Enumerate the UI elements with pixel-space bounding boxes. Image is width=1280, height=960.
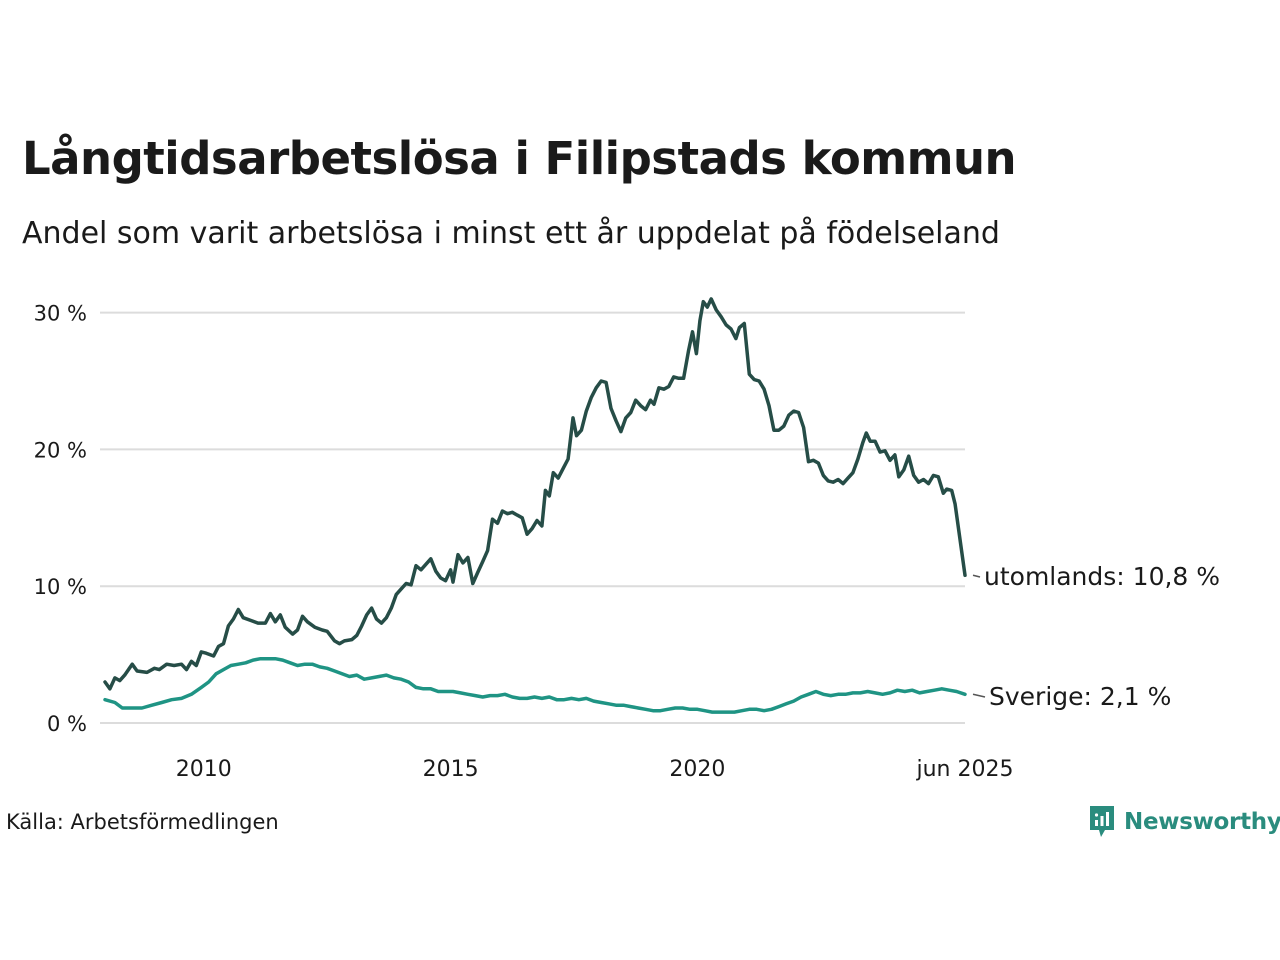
x-tick-label: jun 2025 [916,757,1014,782]
end-label-connector [972,693,986,698]
chart-title: Långtidsarbetslösa i Filipstads kommun [22,132,1017,185]
end-label-sverige: Sverige: 2,1 % [989,682,1171,711]
source-note: Källa: Arbetsförmedlingen [6,810,279,834]
y-tick-label: 30 % [34,302,87,326]
grid-lines [100,311,965,724]
brand-name: Newsworthy [1124,809,1280,835]
x-tick-label: 2020 [669,757,725,782]
x-tick-label: 2010 [176,757,232,782]
end-labels: utomlands: 10,8 % Sverige: 2,1 % [972,562,1220,711]
y-axis: 0 % 10 % 20 % 30 % [34,302,87,736]
y-tick-label: 10 % [34,575,87,599]
series-lines [103,297,967,714]
brand-logo: Newsworthy [1088,804,1280,840]
chart-subtitle: Andel som varit arbetslösa i minst ett å… [22,216,1000,251]
y-tick-label: 0 % [47,712,87,736]
y-tick-label: 20 % [34,438,87,462]
newsworthy-logo-icon [1090,806,1114,837]
series-line-utomlands [103,297,967,691]
end-label-connector [972,574,981,578]
series-line-sverige [103,656,967,714]
x-axis: 2010 2015 2020 jun 2025 [176,757,1014,782]
x-tick-label: 2015 [423,757,479,782]
end-label-utomlands: utomlands: 10,8 % [984,562,1220,591]
